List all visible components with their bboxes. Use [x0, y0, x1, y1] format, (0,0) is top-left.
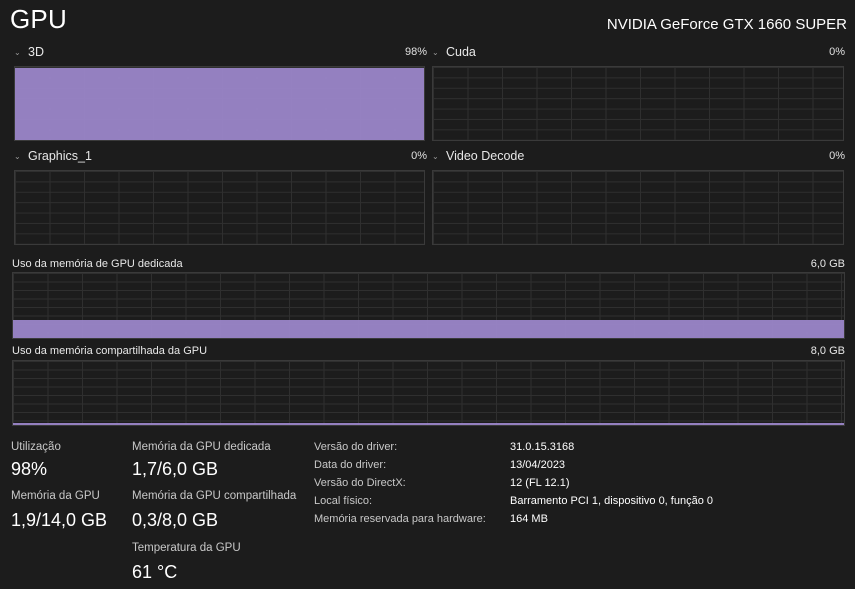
reserved-memory-key: Memória reservada para hardware: — [314, 513, 486, 525]
gpu-temperature-label: Temperatura da GPU — [132, 542, 241, 554]
engine-graphics1-label[interactable]: Graphics_1 — [28, 149, 92, 163]
driver-date-key: Data do driver: — [314, 459, 387, 471]
chevron-down-icon[interactable]: ⌄ — [432, 48, 439, 57]
shared-memory-value: 0,3/8,0 GB — [132, 510, 219, 530]
chevron-down-icon[interactable]: ⌄ — [432, 152, 439, 161]
dedicated-memory-graph[interactable] — [12, 272, 845, 339]
dedicated-memory-label: Memória da GPU dedicada — [132, 441, 271, 453]
dedicated-memory-graph-label: Uso da memória de GPU dedicada — [12, 258, 183, 270]
dedicated-memory-fill — [13, 319, 844, 338]
engine-3d-label[interactable]: 3D — [28, 45, 44, 59]
engine-videodecode-percent: 0% — [829, 150, 845, 162]
engine-videodecode-graph[interactable] — [432, 170, 844, 245]
directx-version-key: Versão do DirectX: — [314, 477, 406, 489]
engine-cuda-percent: 0% — [829, 46, 845, 58]
page-title: GPU — [10, 4, 67, 34]
gpu-name: NVIDIA GeForce GTX 1660 SUPER — [606, 16, 847, 33]
shared-memory-label: Memória da GPU compartilhada — [132, 490, 297, 502]
physical-location-key: Local físico: — [314, 495, 373, 507]
driver-version-value: 31.0.15.3168 — [510, 441, 575, 453]
engine-graphics1-graph[interactable] — [14, 170, 425, 245]
physical-location-value: Barramento PCI 1, dispositivo 0, função … — [510, 495, 713, 507]
shared-memory-graph[interactable] — [12, 360, 845, 426]
reserved-memory-value: 164 MB — [510, 513, 548, 525]
shared-memory-fill — [13, 422, 844, 425]
dedicated-memory-graph-max: 6,0 GB — [810, 258, 845, 270]
dedicated-memory-value: 1,7/6,0 GB — [132, 459, 219, 479]
engine-cuda-label[interactable]: Cuda — [446, 45, 476, 59]
gpu-memory-label: Memória da GPU — [11, 490, 100, 502]
utilization-value: 98% — [11, 459, 48, 479]
directx-version-value: 12 (FL 12.1) — [510, 477, 570, 489]
gpu-temperature-value: 61 °C — [132, 562, 178, 582]
utilization-label: Utilização — [11, 441, 61, 453]
driver-version-key: Versão do driver: — [314, 441, 398, 453]
chevron-down-icon[interactable]: ⌄ — [14, 152, 21, 161]
engine-cuda-graph[interactable] — [432, 66, 844, 141]
engine-graphics1-percent: 0% — [411, 150, 427, 162]
engine-3d-graph[interactable] — [14, 66, 425, 141]
shared-memory-graph-max: 8,0 GB — [810, 345, 845, 357]
shared-memory-graph-label: Uso da memória compartilhada da GPU — [12, 345, 208, 357]
engine-videodecode-label[interactable]: Video Decode — [446, 149, 525, 163]
engine-3d-fill — [15, 68, 424, 140]
engine-3d-percent: 98% — [404, 46, 427, 58]
chevron-down-icon[interactable]: ⌄ — [14, 48, 21, 57]
gpu-memory-value: 1,9/14,0 GB — [11, 510, 108, 530]
driver-date-value: 13/04/2023 — [510, 459, 566, 471]
